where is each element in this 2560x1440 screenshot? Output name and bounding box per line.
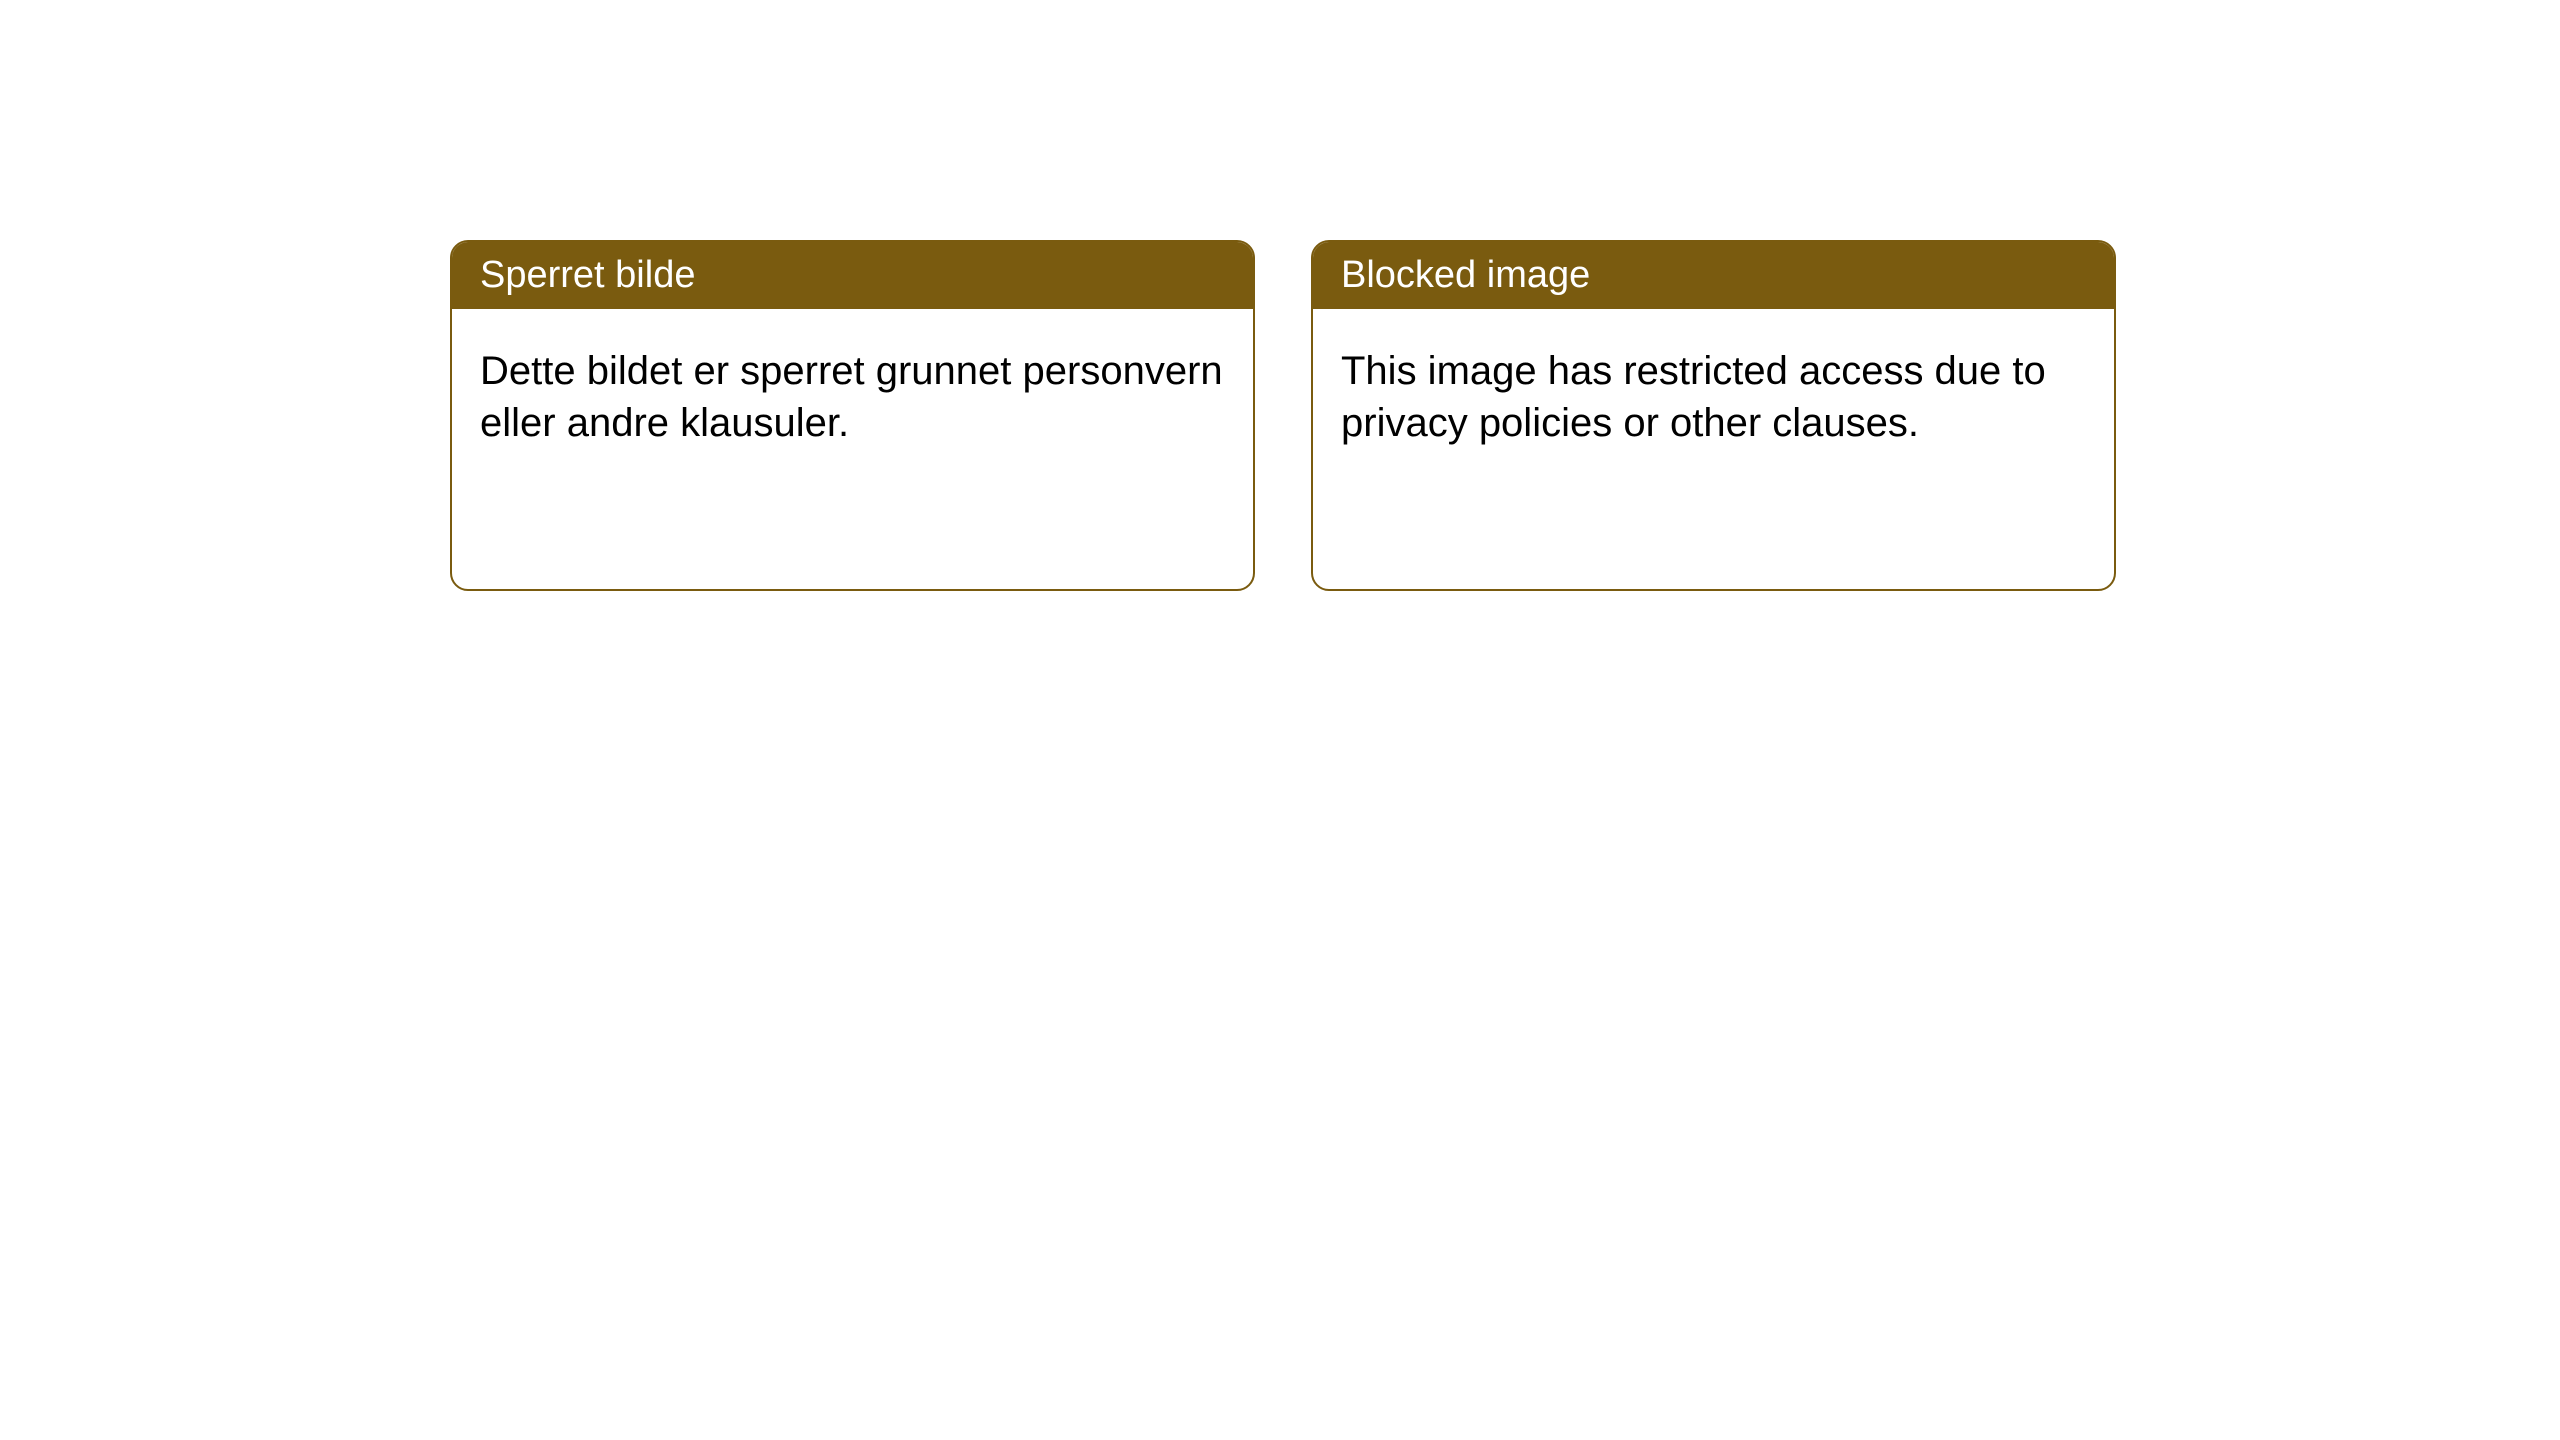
notice-card-english: Blocked image This image has restricted … [1311, 240, 2116, 591]
notice-body: Dette bildet er sperret grunnet personve… [452, 309, 1253, 589]
notice-container: Sperret bilde Dette bildet er sperret gr… [450, 240, 2116, 591]
notice-header: Blocked image [1313, 242, 2114, 309]
notice-card-norwegian: Sperret bilde Dette bildet er sperret gr… [450, 240, 1255, 591]
notice-body: This image has restricted access due to … [1313, 309, 2114, 589]
notice-header: Sperret bilde [452, 242, 1253, 309]
